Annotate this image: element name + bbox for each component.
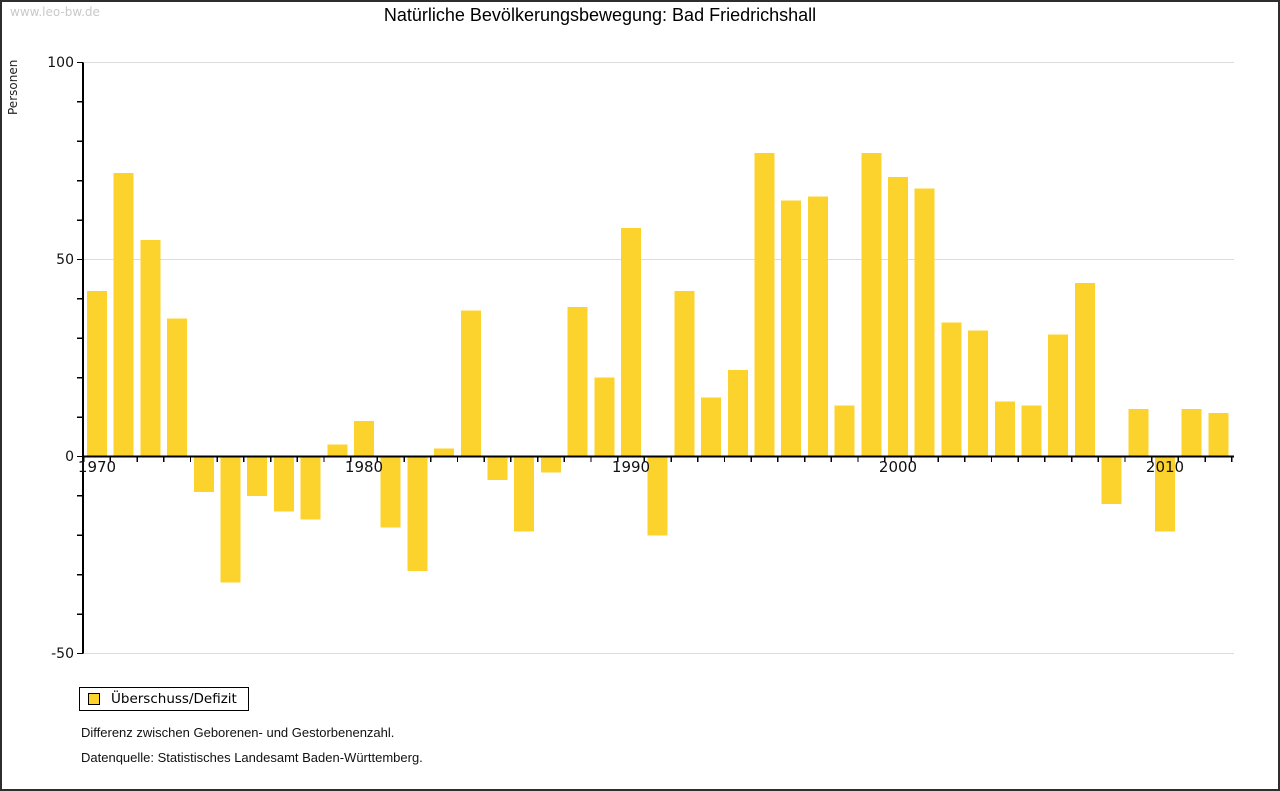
- bar-1970: [87, 291, 107, 457]
- page-title: Natürliche Bevölkerungsbewegung: Bad Fri…: [383, 5, 817, 25]
- x-tick-label-1970: 1970: [78, 458, 116, 476]
- bar-2005: [1021, 405, 1042, 457]
- watermark: www.leo-bw.de: [10, 5, 100, 19]
- bar-1991: [647, 456, 668, 536]
- bar-1989: [594, 377, 615, 457]
- bar-1995: [754, 153, 775, 457]
- bar-1987: [540, 456, 561, 473]
- legend-swatch: [88, 693, 100, 705]
- bar-1983: [434, 448, 455, 457]
- x-tick-label-2000: 2000: [879, 458, 917, 476]
- bar-2000: [888, 176, 908, 457]
- y-tick-label-50: 50: [56, 252, 74, 268]
- footnote-definition: Differenz zwischen Geborenen- und Gestor…: [81, 725, 395, 740]
- legend: Überschuss/Defizit: [79, 687, 249, 711]
- x-tick-label-1990: 1990: [612, 458, 650, 476]
- bar-1998: [834, 405, 855, 457]
- bar-2009: [1128, 409, 1149, 457]
- bar-2003: [968, 330, 989, 457]
- y-tick-label--50: -50: [51, 646, 74, 662]
- bar-1976: [247, 456, 268, 496]
- bar-1993: [701, 397, 722, 457]
- x-tick-label-1980: 1980: [345, 458, 383, 476]
- bar-1986: [514, 456, 535, 532]
- bar-2002: [941, 322, 962, 457]
- bar-1978: [300, 456, 321, 520]
- bar-2011: [1181, 409, 1202, 457]
- bar-1973: [167, 318, 188, 457]
- x-tick-label-2010: 2010: [1146, 458, 1184, 476]
- bar-2008: [1101, 456, 1122, 504]
- bar-1994: [727, 369, 748, 457]
- bar-2004: [994, 401, 1015, 457]
- bar-1990: [621, 227, 641, 457]
- bar-1988: [567, 306, 588, 457]
- bar-1977: [273, 456, 294, 512]
- bar-1992: [674, 291, 695, 457]
- y-tick-label-0: 0: [65, 449, 74, 465]
- y-tick-label-100: 100: [47, 55, 74, 71]
- bar-1980: [354, 421, 374, 457]
- bar-1974: [193, 456, 214, 492]
- bar-1979: [327, 444, 348, 457]
- bar-1996: [781, 200, 802, 457]
- bar-1982: [407, 456, 428, 571]
- legend-label: Überschuss/Defizit: [111, 691, 237, 707]
- footnote-source: Datenquelle: Statistisches Landesamt Bad…: [81, 750, 423, 765]
- bar-1981: [380, 456, 401, 528]
- bar-2007: [1074, 283, 1095, 457]
- bar-2001: [914, 188, 935, 457]
- bar-1985: [487, 456, 508, 481]
- bar-1997: [807, 196, 828, 457]
- bar-1972: [140, 239, 161, 457]
- bar-2012: [1208, 413, 1229, 457]
- bar-1975: [220, 456, 241, 583]
- bar-1999: [861, 153, 882, 457]
- bar-1971: [113, 172, 134, 457]
- bar-2010: [1155, 456, 1175, 532]
- bar-1984: [460, 310, 481, 457]
- bar-2006: [1048, 334, 1069, 457]
